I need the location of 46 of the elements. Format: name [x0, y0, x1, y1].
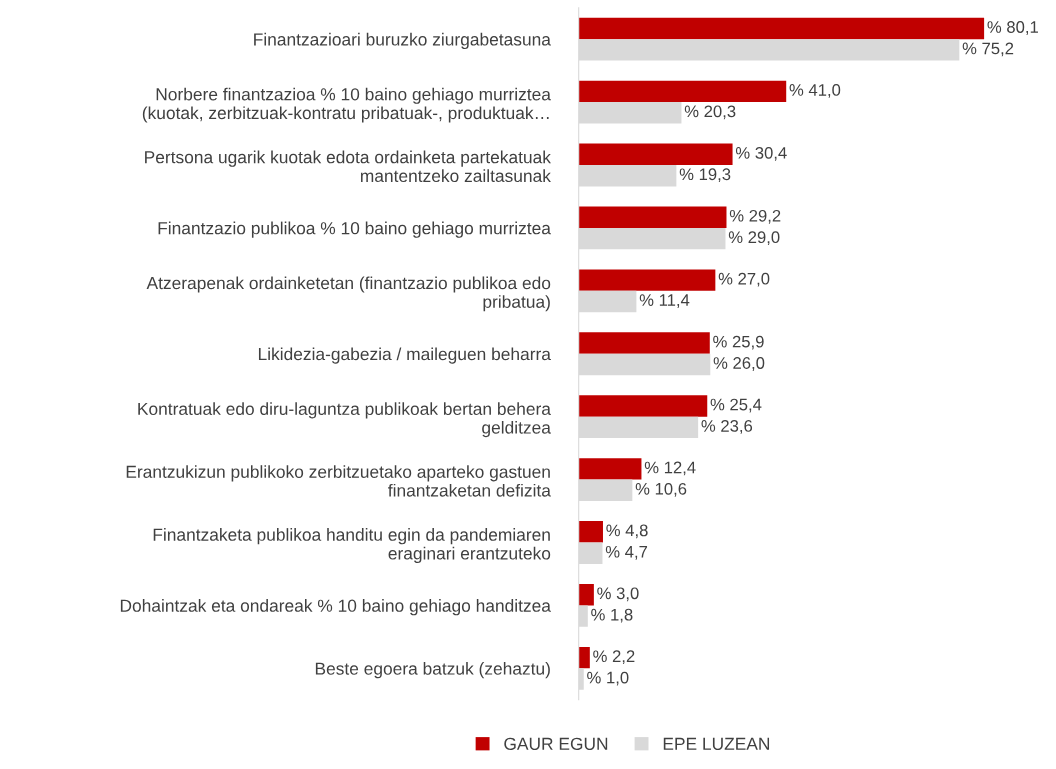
- y-tick-label: Erantzukizun publikoko zerbitzuetako aparteko gastuen finantzaketan defizita: [126, 465, 551, 497]
- bar: [578, 584, 594, 606]
- data-label: % 27,0: [718, 272, 770, 287]
- data-label: % 3,0: [597, 587, 639, 602]
- bar: [578, 143, 733, 165]
- y-tick-label: Finantzazio publikoa % 10 baino gehiago murriztea: [158, 221, 551, 238]
- bar: [578, 269, 716, 291]
- y-tick-label: Likidezia-gabezia / maileguen beharra: [258, 347, 551, 364]
- data-label: % 20,3: [684, 105, 736, 120]
- bar: [578, 17, 985, 40]
- data-label: % 10,6: [635, 482, 687, 497]
- y-tick-label: Norbere finantzazioa % 10 baino gehiago murriztea (kuotak, zerbitzuak-kontratu pribatuak-, produktuak…: [142, 87, 551, 123]
- data-label: % 12,4: [644, 461, 696, 476]
- data-label: % 4,7: [605, 545, 648, 560]
- y-tick-label: Atzerapenak ordainketetan (finantzazio publikoa edo pribatua): [146, 276, 551, 312]
- data-label: % 25,4: [710, 398, 762, 413]
- data-label: % 75,2: [962, 42, 1014, 57]
- data-label: % 80,1: [987, 21, 1038, 35]
- y-tick-label: Dohaintzak eta ondareak % 10 baino gehiago handitzea: [120, 599, 551, 616]
- y-tick-label: Kontratuak edo diru-laguntza publikoak bertan behera gelditzea: [138, 402, 551, 438]
- data-label: % 1,8: [591, 608, 633, 623]
- y-tick-label: Pertsona ugarik kuotak edota ordainketa partekatuak mantentzeko zailtasunak: [145, 150, 551, 183]
- bar: [578, 521, 603, 543]
- bar: [578, 206, 727, 228]
- y-tick-label: Finantzazioari buruzko ziurgabetasuna: [254, 32, 551, 50]
- data-label: % 29,2: [729, 209, 781, 224]
- data-label: % 26,0: [713, 357, 765, 371]
- data-label: % 41,0: [789, 84, 841, 98]
- legend-label: EPE LUZEAN: [663, 737, 770, 750]
- data-label: % 4,8: [606, 524, 648, 539]
- bar: [578, 332, 710, 354]
- y-tick-label: Finantzaketa publikoa handitu egin da pandemiaren eraginari erantzuteko: [153, 528, 551, 563]
- bar: [578, 395, 708, 417]
- data-label: % 11,4: [639, 294, 690, 308]
- y-tick-label: Beste egoera batzuk (zehaztu): [315, 662, 550, 679]
- data-label: % 1,0: [587, 671, 629, 686]
- bar: [578, 80, 787, 103]
- data-label: % 29,0: [728, 231, 780, 246]
- bar: [578, 646, 590, 669]
- data-label: % 25,9: [713, 335, 764, 350]
- legend-label: GAUR EGUN: [504, 737, 608, 750]
- bar: [578, 458, 642, 480]
- data-label: % 19,3: [679, 168, 731, 183]
- data-label: % 23,6: [701, 420, 753, 434]
- data-label: % 30,4: [735, 146, 787, 161]
- data-label: % 2,2: [593, 650, 635, 665]
